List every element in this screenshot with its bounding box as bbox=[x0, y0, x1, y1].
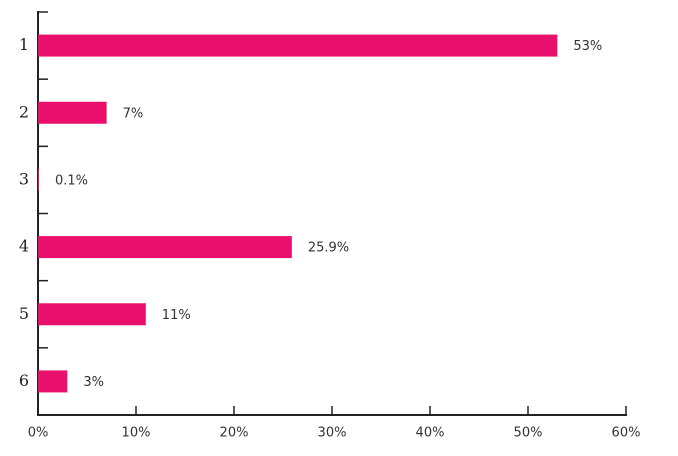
bar bbox=[38, 34, 558, 57]
bar bbox=[38, 303, 146, 326]
value-label: 11% bbox=[162, 308, 191, 323]
x-tick-label: 10% bbox=[122, 426, 151, 441]
bar bbox=[38, 236, 292, 259]
x-tick-label: 20% bbox=[220, 426, 249, 441]
y-tick-label: 5 bbox=[19, 304, 29, 323]
y-tick-label: 3 bbox=[19, 169, 29, 188]
x-tick-label: 50% bbox=[514, 426, 543, 441]
bar bbox=[38, 101, 107, 124]
bar bbox=[38, 168, 39, 191]
y-tick-label: 6 bbox=[19, 371, 29, 390]
value-label: 53% bbox=[573, 39, 602, 54]
value-label: 0.1% bbox=[55, 173, 88, 188]
x-tick-label: 60% bbox=[612, 426, 641, 441]
value-label: 25.9% bbox=[308, 241, 349, 256]
y-tick-label: 1 bbox=[19, 35, 29, 54]
y-tick-label: 4 bbox=[19, 237, 29, 256]
x-tick-label: 30% bbox=[318, 426, 347, 441]
y-tick-label: 2 bbox=[19, 102, 29, 121]
value-label: 3% bbox=[83, 375, 104, 390]
x-tick-label: 40% bbox=[416, 426, 445, 441]
bar bbox=[38, 370, 68, 393]
value-label: 7% bbox=[123, 106, 144, 121]
x-tick-label: 0% bbox=[28, 426, 49, 441]
